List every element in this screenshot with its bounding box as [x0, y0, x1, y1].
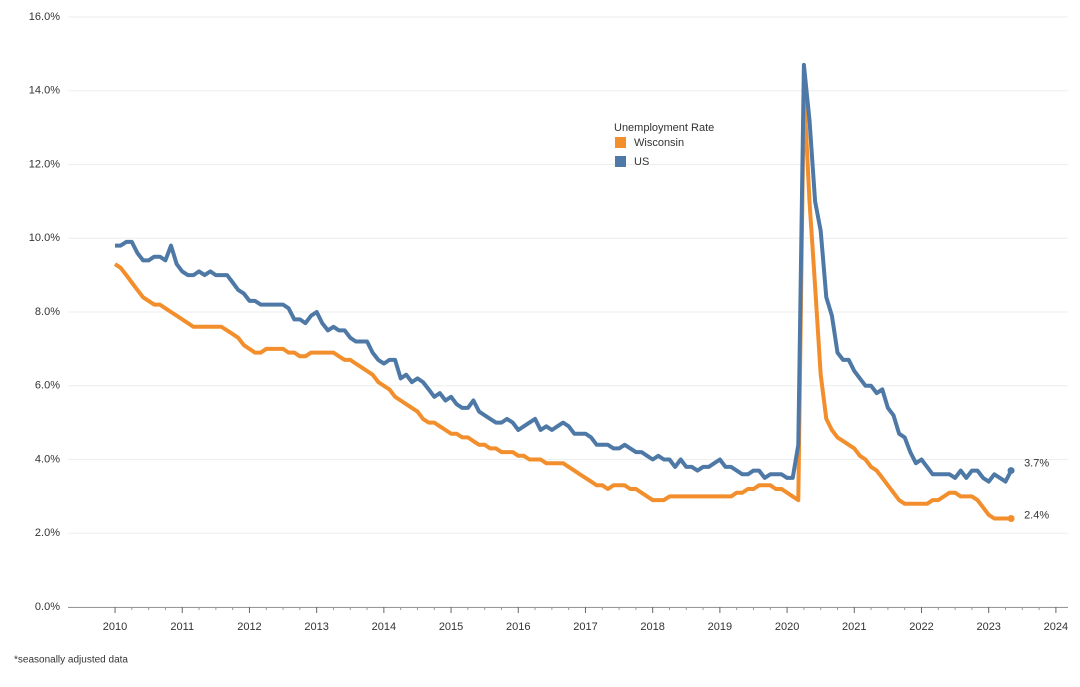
x-tick-label: 2019 [708, 621, 732, 633]
x-tick-label: 2015 [439, 621, 463, 633]
legend-title: Unemployment Rate [614, 122, 714, 134]
y-tick-label: 12.0% [29, 158, 60, 170]
end-point [1007, 467, 1015, 475]
end-label: 3.7% [1024, 457, 1049, 469]
legend-swatch [615, 137, 626, 148]
footnote: *seasonally adjusted data [14, 655, 128, 666]
x-tick-label: 2020 [775, 621, 799, 633]
y-tick-label: 8.0% [35, 306, 60, 318]
y-tick-label: 16.0% [29, 11, 60, 23]
x-tick-label: 2012 [237, 621, 261, 633]
x-tick-label: 2014 [372, 621, 396, 633]
legend-label: Wisconsin [634, 137, 684, 149]
y-tick-label: 10.0% [29, 232, 60, 244]
y-tick-label: 2.0% [35, 527, 60, 539]
x-tick-label: 2017 [573, 621, 597, 633]
x-tick-label: 2023 [976, 621, 1000, 633]
y-tick-label: 14.0% [29, 85, 60, 97]
legend-label: US [634, 156, 649, 168]
end-label: 2.4% [1024, 509, 1049, 521]
x-tick-label: 2013 [304, 621, 328, 633]
y-tick-label: 6.0% [35, 380, 60, 392]
end-point [1007, 515, 1015, 522]
x-tick-label: 2022 [909, 621, 933, 633]
series-line [113, 85, 1012, 521]
y-tick-label: 0.0% [35, 601, 60, 613]
x-tick-label: 2016 [506, 621, 530, 633]
x-tick-label: 2021 [842, 621, 866, 633]
legend-swatch [615, 156, 626, 167]
x-tick-label: 2018 [640, 621, 664, 633]
x-tick-label: 2024 [1044, 621, 1068, 633]
x-tick-label: 2011 [170, 621, 194, 633]
x-tick-label: 2010 [103, 621, 127, 633]
series-line [115, 62, 1013, 484]
y-tick-label: 4.0% [35, 453, 60, 465]
